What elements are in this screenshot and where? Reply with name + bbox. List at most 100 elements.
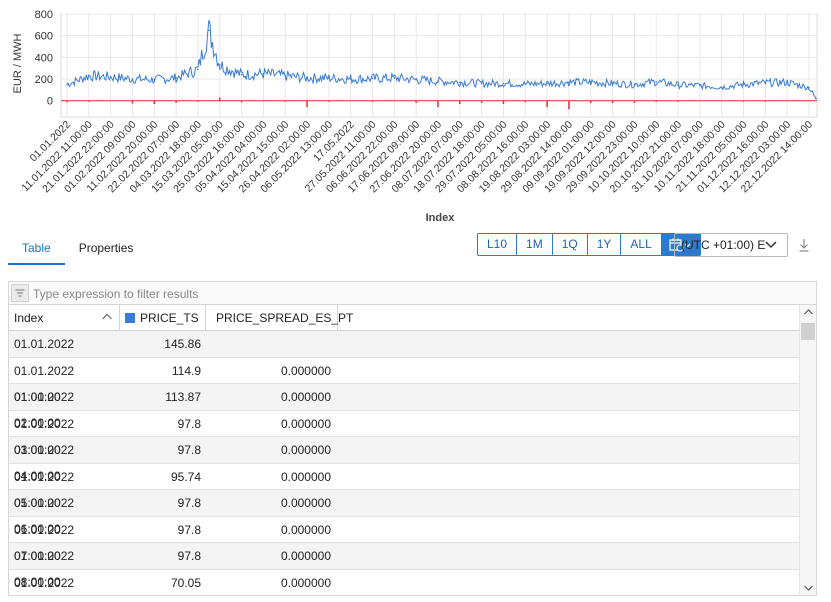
series-price-spread-es-pt [61, 97, 817, 110]
table-row[interactable]: 01.01.2022 08:00:00 97.8 0.000000 [9, 543, 799, 589]
cell-price-spread: 0.000000 [280, 575, 331, 590]
cell-index: 01.01.2022 02:00:00 [14, 390, 75, 430]
series-color-swatch [125, 313, 135, 323]
data-point [677, 84, 679, 86]
data-table: Index PRICE_TS PRICE_SPREAD_ES_PT 01.01.… [8, 304, 817, 596]
table-row[interactable]: 01.01.2022 07:00:00 97.8 0.000000 [9, 516, 799, 563]
cell-price-spread: 0.000000 [280, 549, 331, 563]
data-point [109, 76, 112, 78]
timezone-select[interactable]: (UTC +01:00) E [674, 233, 788, 257]
cell-index: 01.01.2022 08:00:00 [14, 549, 75, 589]
data-point [415, 78, 417, 81]
range-button-l10[interactable]: L10 [477, 233, 518, 256]
scroll-up-icon[interactable] [804, 309, 813, 315]
cell-price-ts: 95.74 [170, 469, 201, 484]
filter-icon[interactable] [11, 284, 29, 302]
y-tick-label: 600 [35, 31, 53, 43]
cell-price-ts: 70.05 [170, 575, 201, 590]
series-price-ts [66, 19, 817, 100]
download-icon[interactable] [798, 237, 810, 253]
cell-index: 01.01.2022 03:00:00 [14, 416, 75, 457]
table-row[interactable]: 01.01.2022 04:00:00 97.8 0.000000 [9, 437, 799, 483]
cell-price-ts: 145.86 [164, 337, 201, 351]
data-point [764, 82, 767, 84]
chevron-down-icon [765, 241, 777, 249]
table-row[interactable]: 01.01.2022 06:00:00 97.8 0.000000 [9, 490, 799, 536]
column-header-label: PRICE_SPREAD_ES_PT [216, 310, 354, 325]
data-point [175, 77, 177, 79]
data-point [815, 97, 817, 100]
range-button-all[interactable]: ALL [621, 233, 662, 256]
table-row[interactable]: 01.01.2022 05:00:00 95.74 0.000000 [9, 463, 799, 510]
data-point [66, 83, 68, 86]
cell-price-ts: 97.8 [177, 549, 201, 563]
range-button-1y[interactable]: 1Y [587, 233, 622, 256]
series-line [66, 19, 817, 99]
data-point [218, 64, 221, 66]
column-header-price-spread[interactable]: PRICE_SPREAD_ES_PT [206, 305, 353, 331]
column-header-label: PRICE_TS [140, 310, 199, 325]
data-point [240, 73, 243, 76]
view-tabs: Table Properties [8, 232, 147, 266]
range-button-1m[interactable]: 1M [517, 233, 553, 256]
table-row[interactable]: 01.01.2022 01:00:00 114.9 0.000000 [9, 357, 799, 404]
cell-index: 01.01.2022 06:00:00 [14, 496, 75, 536]
data-point [262, 72, 265, 75]
y-tick-label: 200 [35, 74, 53, 86]
y-tick-label: 800 [35, 9, 53, 21]
data-point [153, 78, 156, 81]
cell-index: 01.01.2022 09:00:00 [14, 575, 75, 590]
data-point [208, 29, 210, 32]
x-axis-label: Index [426, 212, 456, 224]
sort-ascending-icon[interactable] [101, 311, 113, 323]
cell-price-ts: 97.8 [177, 416, 201, 431]
table-row[interactable]: 01.01.2022 02:00:00 113.87 0.000000 [9, 384, 799, 430]
plot-area [60, 13, 818, 118]
timezone-value: (UTC +01:00) E [681, 238, 766, 252]
data-point [328, 77, 330, 79]
filter-lines-icon [15, 289, 25, 297]
data-point [699, 84, 701, 87]
price-chart[interactable]: 800 600 400 200 0 EUR / MWH 01.01.2022 11.01.20… [0, 0, 831, 228]
cell-index: 01.01.2022 05:00:00 [14, 469, 75, 510]
cell-price-spread: 0.000000 [280, 469, 331, 484]
scrollbar-thumb[interactable] [801, 323, 815, 340]
table-body: 01.01.2022 145.86 01.01.2022 01:00:00 114.9… [9, 331, 799, 595]
table-row[interactable]: 01.01.2022 03:00:00 97.8 0.000000 [9, 410, 799, 457]
data-point [131, 78, 134, 80]
cell-index: 01.01.2022 07:00:00 [14, 522, 75, 563]
table-row[interactable]: 01.01.2022 09:00:00 70.05 0.000000 [9, 569, 799, 595]
data-point [633, 83, 636, 86]
cell-index: 01.01.2022 [14, 337, 75, 351]
cell-price-ts: 113.87 [165, 390, 201, 404]
y-tick-label: 400 [35, 52, 53, 64]
vertical-scrollbar[interactable] [799, 305, 816, 595]
column-header-label: Index [14, 310, 44, 325]
cell-index: 01.01.2022 04:00:00 [14, 443, 75, 483]
table-row[interactable]: 01.01.2022 145.86 [9, 331, 799, 358]
data-point [742, 83, 745, 86]
data-point [459, 81, 461, 84]
data-point [480, 82, 483, 85]
data-point [502, 82, 505, 85]
filter-input[interactable] [33, 285, 793, 302]
scroll-down-icon[interactable] [804, 585, 813, 591]
y-tick-label: 0 [47, 96, 53, 108]
data-point [371, 77, 374, 80]
range-button-1q[interactable]: 1Q [552, 233, 588, 256]
data-point [197, 68, 199, 71]
tab-table[interactable]: Table [8, 232, 65, 265]
column-header-index[interactable]: Index [9, 305, 120, 331]
calendar-icon [669, 238, 691, 251]
calendar-dropdown-button[interactable] [661, 233, 701, 256]
column-header-price-ts[interactable]: PRICE_TS [120, 305, 206, 331]
data-point [720, 86, 723, 88]
data-point [568, 81, 570, 84]
data-point [655, 80, 658, 83]
cell-price-spread: 0.000000 [280, 522, 331, 537]
data-point [349, 78, 352, 80]
tab-properties[interactable]: Properties [78, 241, 134, 255]
data-point [306, 77, 308, 79]
filter-bar [8, 281, 817, 305]
